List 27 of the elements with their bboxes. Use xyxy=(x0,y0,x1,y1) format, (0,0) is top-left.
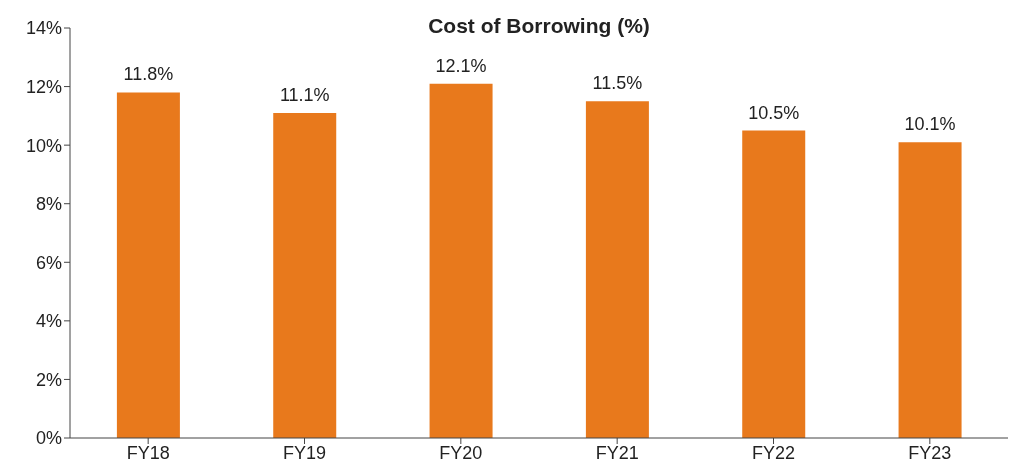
y-tick-label: 8% xyxy=(35,194,62,215)
x-tick-label: FY20 xyxy=(439,442,483,463)
x-tick-label: FY18 xyxy=(126,442,170,463)
y-tick-label: 14% xyxy=(25,18,62,39)
x-tick-label: FY22 xyxy=(751,442,796,463)
data-label: 11.5% xyxy=(592,73,643,94)
data-label: 11.1% xyxy=(279,84,330,105)
bar xyxy=(273,112,337,438)
bar xyxy=(742,130,806,438)
bar xyxy=(585,101,649,438)
bar xyxy=(116,92,180,438)
data-label: 10.5% xyxy=(748,102,800,123)
bar xyxy=(429,83,493,438)
x-tick-label: FY21 xyxy=(595,442,639,463)
data-label: 10.1% xyxy=(904,114,956,135)
y-tick-label: 4% xyxy=(35,311,62,332)
data-label: 11.8% xyxy=(123,64,174,85)
x-tick-label: FY19 xyxy=(282,442,327,463)
y-tick-label: 12% xyxy=(25,76,62,97)
y-tick-label: 2% xyxy=(35,369,62,390)
y-tick-label: 10% xyxy=(25,135,62,156)
data-label: 12.1% xyxy=(435,55,487,76)
y-tick-label: 6% xyxy=(35,252,62,273)
x-tick-label: FY23 xyxy=(908,442,952,463)
y-tick-label: 0% xyxy=(35,428,62,449)
bar xyxy=(898,142,962,438)
chart-title: Cost of Borrowing (%) xyxy=(427,14,651,38)
